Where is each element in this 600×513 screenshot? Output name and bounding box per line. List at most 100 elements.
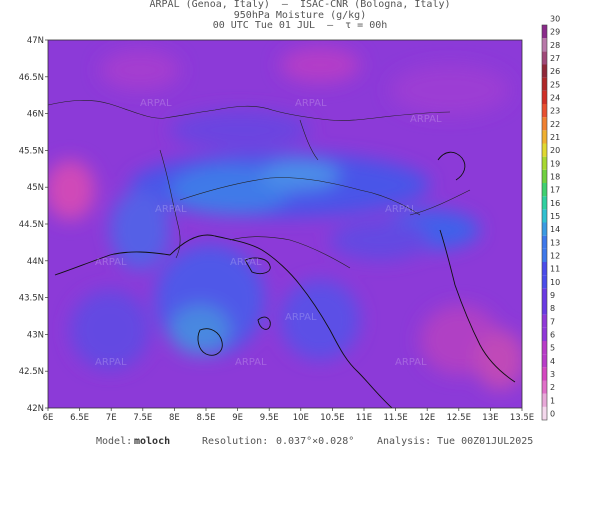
lon-tick-label: 12.5E	[447, 413, 471, 423]
header-credits: ARPAL (Genoa, Italy) – ISAC-CNR (Bologna…	[149, 0, 451, 10]
colorbar-label: 29	[550, 28, 560, 37]
colorbar-segment	[542, 51, 547, 65]
resolution-label: Resolution:	[202, 436, 269, 447]
lat-tick-label: 44N	[27, 257, 44, 267]
colorbar-segment	[542, 209, 547, 223]
colorbar-label: 10	[550, 278, 560, 287]
colorbar-label: 24	[550, 93, 560, 102]
moisture-field	[48, 40, 522, 408]
colorbar-label: 9	[550, 291, 555, 300]
colorbar-segment	[542, 90, 547, 104]
colorbar: 0123456789101112131415161718192021222324…	[541, 14, 560, 421]
header-time: 00 UTC Tue 01 JUL – τ = 00h	[212, 20, 388, 31]
svg-text:ARPAL: ARPAL	[385, 204, 417, 215]
lon-tick-label: 7E	[106, 413, 117, 423]
svg-text:ARPAL: ARPAL	[140, 98, 172, 109]
colorbar-label: 11	[550, 265, 560, 274]
lon-tick-label: 6.5E	[70, 413, 89, 423]
longitude-axis: 6E 6.5E 7E 7.5E 8E 8.5E 9E 9.5E 10E 10.5E 11E 11.5E…	[43, 408, 534, 423]
colorbar-segment	[542, 327, 547, 341]
svg-text:ARPAL: ARPAL	[395, 357, 427, 368]
lon-tick-label: 13.5E	[510, 413, 534, 423]
colorbar-label: 28	[550, 41, 560, 50]
latitude-axis: 47N 46.5N 46N 45.5N 45N 44.5N 44N 43.5N 43N 42.5N…	[19, 36, 48, 414]
colorbar-segment	[542, 117, 547, 131]
colorbar-segment	[542, 262, 547, 276]
colorbar-segment	[542, 156, 547, 170]
lon-tick-label: 9.5E	[260, 413, 279, 423]
colorbar-label: 1	[550, 396, 555, 405]
colorbar-segment	[542, 64, 547, 78]
colorbar-label: 25	[550, 80, 560, 89]
coastlines	[54, 151, 516, 408]
colorbar-label: 6	[550, 330, 555, 339]
moisture-map: ARPAL ARPAL ARPAL ARPAL ARPAL ARPAL ARPA…	[19, 14, 560, 423]
colorbar-label: 30	[550, 14, 560, 23]
header-variable: 950hPa Moisture (g/kg)	[233, 9, 367, 21]
colorbar-label: 16	[550, 199, 560, 208]
colorbar-segment	[542, 354, 547, 368]
lon-tick-label: 10.5E	[320, 413, 344, 423]
lat-tick-label: 43N	[27, 330, 44, 340]
colorbar-segment	[542, 288, 547, 302]
lon-tick-label: 8E	[169, 413, 180, 423]
colorbar-label: 5	[550, 344, 555, 353]
colorbar-label: 15	[550, 212, 560, 221]
colorbar-label: 18	[550, 172, 560, 181]
model-value: moloch	[134, 436, 171, 447]
analysis-value: Tue 00Z01JUL2025	[437, 436, 534, 447]
colorbar-label: 21	[550, 133, 560, 142]
lon-tick-label: 6E	[43, 413, 54, 423]
lon-tick-label: 11.5E	[383, 413, 407, 423]
lat-tick-label: 46N	[27, 110, 44, 120]
colorbar-segment	[542, 341, 547, 355]
lon-tick-label: 9E	[232, 413, 243, 423]
resolution-value: 0.037°×0.028°	[276, 436, 355, 447]
colorbar-segment	[542, 275, 547, 289]
lon-tick-label: 13E	[482, 413, 498, 423]
colorbar-label: 4	[550, 357, 555, 366]
svg-text:ARPAL: ARPAL	[230, 257, 262, 268]
colorbar-label: 20	[550, 146, 560, 155]
lat-tick-label: 42N	[27, 404, 44, 414]
lon-tick-label: 10E	[293, 413, 309, 423]
colorbar-segment	[542, 301, 547, 315]
colorbar-segment	[542, 169, 547, 183]
colorbar-label: 27	[550, 54, 560, 63]
colorbar-segment	[542, 143, 547, 157]
colorbar-segment	[542, 393, 547, 407]
colorbar-segment	[542, 183, 547, 197]
colorbar-label: 3	[550, 370, 555, 379]
svg-text:ARPAL: ARPAL	[295, 98, 327, 109]
colorbar-segment	[542, 38, 547, 52]
colorbar-label: 12	[550, 251, 560, 260]
colorbar-label: 7	[550, 317, 555, 326]
lat-tick-label: 44.5N	[19, 220, 44, 230]
lon-tick-label: 7.5E	[133, 413, 152, 423]
colorbar-segment	[542, 222, 547, 236]
analysis-label: Analysis:	[377, 436, 432, 447]
colorbar-label: 0	[550, 409, 555, 418]
borders	[48, 100, 471, 269]
map-footer: Model: moloch Resolution: 0.037°×0.028° …	[0, 436, 600, 513]
colorbar-segment	[542, 248, 547, 262]
colorbar-segment	[542, 367, 547, 381]
lon-tick-label: 8.5E	[197, 413, 216, 423]
colorbar-label: 2	[550, 383, 555, 392]
colorbar-segment	[542, 380, 547, 394]
lat-tick-label: 45N	[27, 183, 44, 193]
colorbar-segment	[542, 196, 547, 210]
lat-tick-label: 42.5N	[19, 367, 44, 377]
colorbar-label: 22	[550, 120, 560, 129]
watermarks: ARPAL ARPAL ARPAL ARPAL ARPAL ARPAL ARPA…	[95, 98, 442, 368]
colorbar-segment	[542, 314, 547, 328]
lat-tick-label: 43.5N	[19, 294, 44, 304]
colorbar-label: 26	[550, 67, 560, 76]
colorbar-segment	[542, 406, 547, 420]
lat-tick-label: 47N	[27, 36, 44, 46]
svg-text:ARPAL: ARPAL	[410, 114, 442, 125]
lat-tick-label: 46.5N	[19, 73, 44, 83]
colorbar-label: 14	[550, 225, 560, 234]
colorbar-label: 8	[550, 304, 555, 313]
svg-text:ARPAL: ARPAL	[95, 357, 127, 368]
